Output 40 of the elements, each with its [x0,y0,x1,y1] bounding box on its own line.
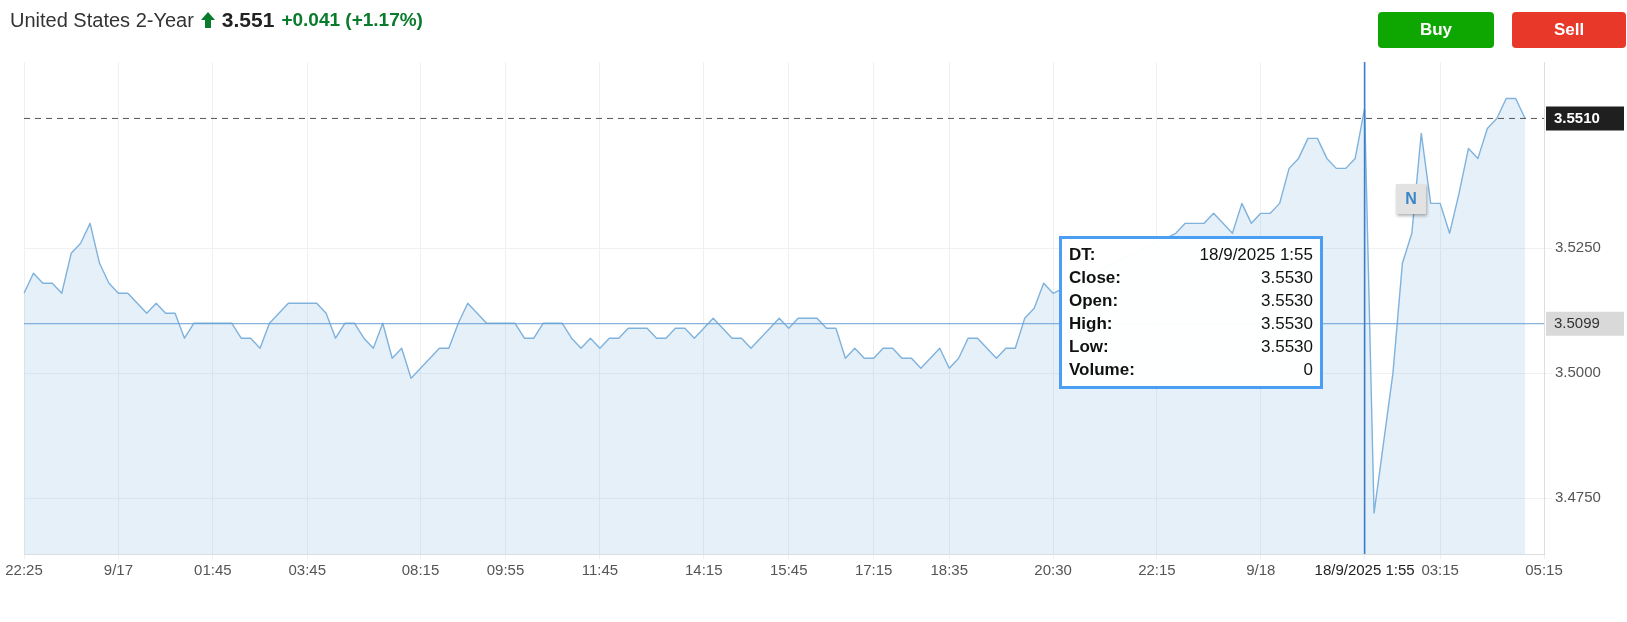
text: +0.041 (+1.17%) [281,9,423,31]
x-tick-label: 03:15 [1421,561,1459,579]
annotation: 3.5530 [1260,268,1313,288]
annotation: Open: [1069,291,1120,311]
x-tick-label: 18/9/2025 1:55 [1314,561,1415,579]
y-tick-label: 3.5000 [1555,363,1601,381]
annotation: High: [1069,314,1114,334]
x-tick-label: 11:45 [581,561,619,579]
x-tick-label: 09:55 [486,561,525,579]
text: Buy [1378,12,1494,48]
flag-icon: N [1396,184,1426,214]
y-tick-label: 3.4750 [1555,488,1601,506]
x-tick-label: 9/18 [1246,561,1276,579]
annotation: 0 [1302,360,1313,380]
annotation: 3.5530 [1260,314,1313,334]
annotation: Volume: [1069,360,1135,380]
y-tick-label: 3.5250 [1555,238,1601,256]
x-tick-label: 18:35 [930,561,968,579]
x-tick-label: 05:15 [1525,561,1563,579]
annotation: 18/9/2025 1:55 [1198,245,1313,265]
annotation: 3.5530 [1260,291,1313,311]
x-tick-label: 08:15 [401,561,440,579]
x-tick-label: 9/17 [103,561,134,579]
x-tick-label: 03:45 [288,561,326,579]
x-tick-label: 22:15 [1138,561,1176,579]
annotation: Close: [1069,268,1122,288]
chart-title: United States 2-Year [10,8,194,32]
annotation: Low: [1069,337,1110,357]
annotation: DT: [1069,245,1097,265]
text: Sell [1512,12,1626,48]
ref-line-label: 3.5099 [1554,313,1600,331]
ref-line-label: 3.5510 [1554,108,1600,126]
chart-subtitle: 3.551 [221,8,275,32]
x-tick-label: 20:30 [1034,561,1072,579]
x-tick-label: 17:15 [854,561,893,579]
x-tick-label: 15:45 [769,561,808,579]
annotation: 3.5530 [1260,337,1313,357]
x-tick-label: 14:15 [684,561,723,579]
x-tick-label: 22:25 [5,561,43,579]
x-tick-label: 01:45 [194,561,232,579]
